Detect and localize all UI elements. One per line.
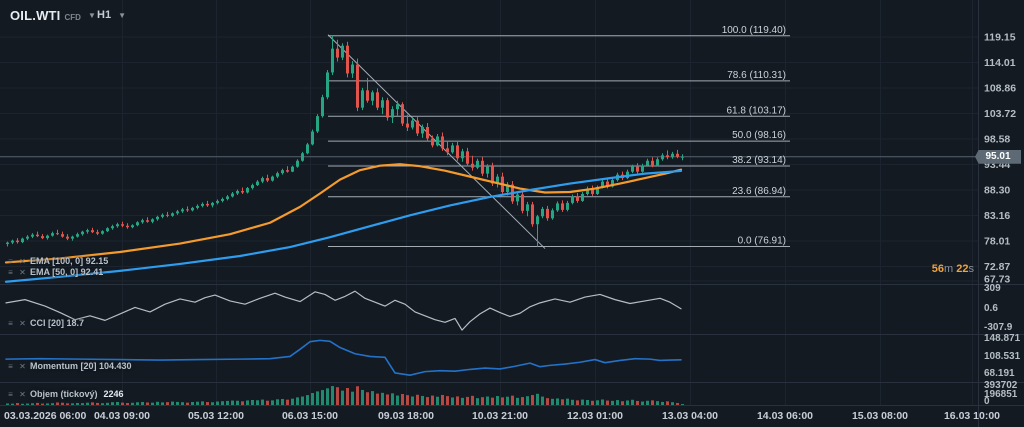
timeframe-selector[interactable]: H1 ▼ bbox=[97, 9, 126, 21]
time-axis[interactable]: 03.03.2026 06:00 04.03 09:00 05.03 12:00 06… bbox=[4, 410, 1000, 422]
svg-text:23.6 (86.94): 23.6 (86.94) bbox=[732, 186, 786, 197]
indicator-settings-icon[interactable]: ≡ bbox=[8, 361, 13, 371]
indicator-close-icon[interactable]: ✕ bbox=[19, 389, 26, 399]
svg-text:15.03 08:00: 15.03 08:00 bbox=[852, 410, 908, 422]
svg-text:12.03 01:00: 12.03 01:00 bbox=[567, 410, 623, 422]
indicator-settings-icon[interactable]: ≡ bbox=[8, 256, 13, 266]
svg-text:16.03 10:00: 16.03 10:00 bbox=[944, 410, 1000, 422]
indicator-close-icon[interactable]: ✕ bbox=[19, 256, 26, 266]
candle-countdown-timer: 56m 22s bbox=[931, 263, 974, 275]
current-price-badge: 95.01 bbox=[975, 149, 1021, 164]
price-axis[interactable]: 119.15114.01108.86103.7298.5893.4488.308… bbox=[984, 32, 1021, 408]
svg-text:78.01: 78.01 bbox=[984, 236, 1010, 248]
indicator-close-icon[interactable]: ✕ bbox=[19, 361, 26, 371]
svg-text:38.2 (93.14): 38.2 (93.14) bbox=[732, 155, 786, 166]
indicator-settings-icon[interactable]: ≡ bbox=[8, 318, 13, 328]
svg-text:100.0 (119.40): 100.0 (119.40) bbox=[722, 25, 786, 36]
svg-text:05.03 12:00: 05.03 12:00 bbox=[188, 410, 244, 422]
cci-legend-row: ≡ ✕ CCI [20] 18.7 bbox=[6, 318, 84, 328]
cci-label: CCI [20] 18.7 bbox=[30, 318, 85, 328]
svg-text:98.58: 98.58 bbox=[984, 134, 1010, 146]
svg-text:14.03 06:00: 14.03 06:00 bbox=[757, 410, 813, 422]
svg-text:78.6 (110.31): 78.6 (110.31) bbox=[727, 70, 786, 81]
svg-text:72.87: 72.87 bbox=[984, 261, 1010, 273]
fibonacci-retracement: 100.0 (119.40) 78.6 (110.31) 61.8 (103.17)… bbox=[328, 25, 790, 248]
svg-text:68.191: 68.191 bbox=[984, 368, 1015, 379]
cci-line bbox=[5, 290, 682, 331]
volume-label: Objem (tickový) bbox=[30, 389, 98, 399]
volume-value: 2246 bbox=[103, 389, 124, 399]
svg-text:0: 0 bbox=[984, 396, 990, 407]
symbol-name: OIL.WTI bbox=[10, 8, 61, 23]
svg-text:-307.9: -307.9 bbox=[984, 322, 1013, 333]
svg-text:10.03 21:00: 10.03 21:00 bbox=[472, 410, 528, 422]
svg-text:393702: 393702 bbox=[984, 380, 1018, 391]
svg-text:67.73: 67.73 bbox=[984, 274, 1010, 286]
chevron-down-icon: ▼ bbox=[87, 11, 96, 20]
svg-text:119.15: 119.15 bbox=[984, 32, 1016, 44]
ema1-legend-row: ≡ ✕ EMA [100, 0] 92.15 bbox=[6, 256, 108, 266]
svg-text:148.871: 148.871 bbox=[984, 333, 1021, 344]
svg-text:09.03 18:00: 09.03 18:00 bbox=[378, 410, 434, 422]
indicator-close-icon[interactable]: ✕ bbox=[19, 267, 26, 277]
grid-lines bbox=[0, 0, 978, 405]
volume-legend-row: ≡ ✕ Objem (tickový) 2246 bbox=[6, 389, 124, 399]
svg-text:50.0 (98.16): 50.0 (98.16) bbox=[732, 130, 786, 141]
instrument-type-label: CFD bbox=[64, 12, 81, 22]
svg-text:04.03 09:00: 04.03 09:00 bbox=[94, 410, 150, 422]
svg-text:03.03.2026 06:00: 03.03.2026 06:00 bbox=[4, 410, 86, 422]
ema2-label: EMA [50, 0] 92.41 bbox=[30, 267, 104, 277]
svg-text:0.0 (76.91): 0.0 (76.91) bbox=[738, 236, 786, 247]
ema-overlays bbox=[4, 163, 683, 283]
svg-text:0.6: 0.6 bbox=[984, 303, 998, 314]
svg-text:88.30: 88.30 bbox=[984, 185, 1010, 197]
svg-text:196851: 196851 bbox=[984, 389, 1018, 400]
timeframe-label: H1 bbox=[97, 9, 112, 21]
svg-text:108.86: 108.86 bbox=[984, 83, 1016, 95]
symbol-selector[interactable]: OIL.WTI CFD ▼ bbox=[10, 8, 96, 23]
momentum-legend-row: ≡ ✕ Momentum [20] 104.430 bbox=[6, 361, 132, 371]
svg-text:83.16: 83.16 bbox=[984, 210, 1010, 222]
svg-text:06.03 15:00: 06.03 15:00 bbox=[282, 410, 338, 422]
momentum-line bbox=[5, 339, 682, 376]
svg-text:103.72: 103.72 bbox=[984, 108, 1016, 120]
ema1-label: EMA [100, 0] 92.15 bbox=[30, 256, 109, 266]
svg-text:61.8 (103.17): 61.8 (103.17) bbox=[727, 105, 787, 116]
svg-text:114.01: 114.01 bbox=[984, 57, 1016, 69]
indicator-close-icon[interactable]: ✕ bbox=[19, 318, 26, 328]
svg-text:309: 309 bbox=[984, 283, 1001, 294]
momentum-label: Momentum [20] 104.430 bbox=[30, 361, 132, 371]
ema2-legend-row: ≡ ✕ EMA [50, 0] 92.41 bbox=[6, 267, 103, 277]
indicator-settings-icon[interactable]: ≡ bbox=[8, 389, 13, 399]
volume-bars bbox=[6, 386, 684, 405]
svg-text:13.03 04:00: 13.03 04:00 bbox=[662, 410, 718, 422]
chevron-down-icon: ▼ bbox=[118, 10, 126, 20]
indicator-settings-icon[interactable]: ≡ bbox=[8, 267, 13, 277]
svg-text:108.531: 108.531 bbox=[984, 351, 1021, 362]
